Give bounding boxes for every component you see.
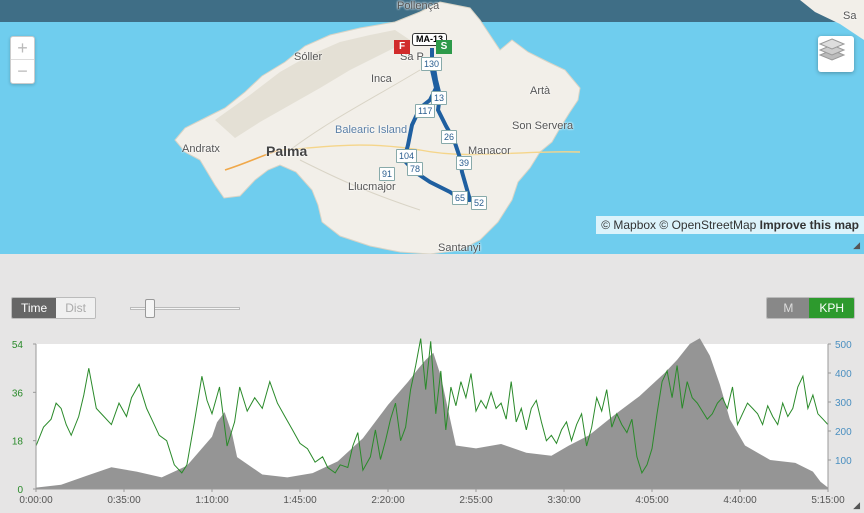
km-marker: 65: [452, 191, 469, 205]
map-attribution: © Mapbox © OpenStreetMap Improve this ma…: [596, 216, 864, 234]
map-label-manacor: Manacor: [468, 145, 511, 157]
x-tick-label: 1:10:00: [195, 495, 229, 506]
km-marker: 13: [431, 91, 448, 105]
y-right-tick-label: 200: [835, 427, 852, 438]
mountain-shading: [215, 30, 410, 138]
x-tick-label: 0:35:00: [107, 495, 141, 506]
dist-toggle-button[interactable]: Dist: [56, 298, 95, 318]
zoom-in-button[interactable]: +: [11, 37, 34, 60]
time-toggle-button[interactable]: Time: [12, 298, 57, 318]
unit-m-button[interactable]: M: [767, 298, 810, 318]
ne-land: [800, 0, 864, 40]
km-marker: 26: [441, 130, 458, 144]
km-marker: 104: [396, 149, 418, 163]
y-right-tick-label: 500: [835, 340, 852, 351]
map-canvas: [0, 0, 864, 254]
km-marker: 78: [407, 162, 424, 176]
y-right-tick-label: 300: [835, 398, 852, 409]
axis-mode-toggle: Time Dist: [11, 297, 96, 319]
elevation-area: [36, 338, 828, 489]
unit-kph-button[interactable]: KPH: [809, 298, 854, 318]
km-marker: 39: [456, 156, 473, 170]
start-flag[interactable]: S: [436, 40, 452, 54]
zoom-out-button[interactable]: −: [17, 61, 28, 81]
x-tick-label: 2:55:00: [459, 495, 493, 506]
x-axis: 0:00:00 0:35:00 1:10:00 1:45:00 2:20:00 2:55:…: [19, 489, 845, 506]
map-label-arta: Artà: [530, 85, 551, 97]
y-left-tick-label: 0: [17, 485, 23, 496]
attribution-osm-link[interactable]: © OpenStreetMap: [659, 218, 757, 232]
y-left-tick-label: 18: [12, 437, 24, 448]
road-gray-1: [289, 69, 421, 151]
y-right-tick-label: 100: [835, 456, 852, 467]
panel-resize-grip-icon[interactable]: ◢: [853, 500, 860, 510]
x-tick-label: 1:45:00: [283, 495, 317, 506]
layers-icon: [818, 38, 846, 61]
km-marker: 91: [379, 167, 396, 181]
slider-handle[interactable]: [145, 299, 155, 318]
x-tick-label: 0:00:00: [19, 495, 53, 506]
x-tick-label: 5:15:00: [811, 495, 845, 506]
map-label-palma: Palma: [266, 143, 308, 159]
elevation-panel: Time Dist M KPH 0 18 36 54 100 200 300 400 500 …: [0, 254, 864, 513]
route-map[interactable]: Pollença Sóller Inca Sa P Artà Son Serve…: [0, 0, 864, 254]
slider-track[interactable]: [130, 307, 240, 310]
map-label-pollenca: Pollença: [397, 0, 440, 12]
y-left-tick-label: 36: [12, 388, 24, 399]
x-tick-label: 4:40:00: [723, 495, 757, 506]
map-label-sa: Sa: [843, 10, 857, 22]
speed-line: [35, 338, 829, 475]
road-yellow: [279, 144, 581, 156]
y-left-tick-label: 54: [12, 340, 24, 351]
x-tick-label: 2:20:00: [371, 495, 405, 506]
x-tick-label: 4:05:00: [635, 495, 669, 506]
km-marker: 52: [471, 196, 488, 210]
map-label-santanyi: Santanyi: [438, 242, 481, 254]
elevation-speed-chart[interactable]: 0 18 36 54 100 200 300 400 500 0:00:00 0:35:00 1:…: [0, 330, 864, 513]
map-label-balearic: Balearic Island: [335, 124, 408, 136]
km-marker: 130: [421, 57, 443, 71]
layers-button[interactable]: [818, 36, 854, 72]
map-label-soller: Sóller: [294, 51, 323, 63]
map-label-inca: Inca: [371, 73, 392, 85]
y-right-tick-label: 400: [835, 369, 852, 380]
road-gray-2: [299, 159, 421, 211]
km-marker: 117: [415, 104, 436, 118]
map-resize-grip-icon[interactable]: ◢: [853, 240, 860, 250]
map-label-son-servera: Son Servera: [512, 120, 574, 132]
chart-axes: [35, 344, 829, 490]
road-orange: [224, 149, 281, 171]
finish-flag[interactable]: F: [394, 40, 410, 54]
x-tick-label: 3:30:00: [547, 495, 581, 506]
zoom-control: + −: [10, 36, 35, 84]
unit-toggle: M KPH: [766, 297, 855, 319]
map-label-andratx: Andratx: [182, 143, 220, 155]
y-left-axis: 0 18 36 54: [12, 340, 36, 496]
map-label-sa-pobla: Sa P: [400, 51, 424, 63]
map-label-llucmajor: Llucmajor: [348, 181, 396, 193]
y-right-axis: 100 200 300 400 500: [828, 340, 852, 467]
chart-zoom-slider[interactable]: [130, 298, 240, 318]
attribution-mapbox-link[interactable]: © Mapbox: [601, 218, 657, 232]
improve-map-link[interactable]: Improve this map: [759, 218, 859, 232]
island-landmass: [174, 1, 581, 254]
